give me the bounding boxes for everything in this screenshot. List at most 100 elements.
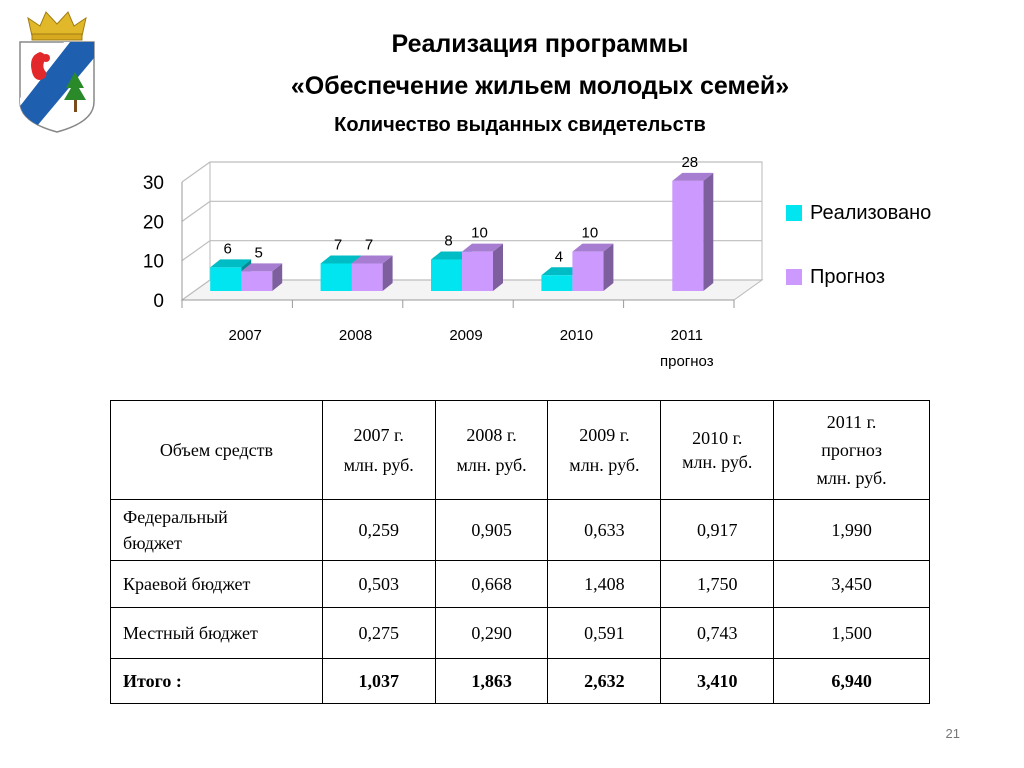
x-tick-label: 2011 bbox=[671, 327, 703, 344]
table-cell: 1,863 bbox=[434, 658, 549, 704]
table-row-total: Итого : 1,037 1,863 2,632 3,410 6,940 bbox=[110, 658, 930, 704]
bar-Прогноз bbox=[351, 263, 383, 291]
data-label: 28 bbox=[681, 154, 698, 171]
bar-side bbox=[603, 243, 614, 291]
header-year: 2009 г. bbox=[579, 425, 630, 445]
table-cell: 1,408 bbox=[547, 560, 662, 608]
data-label: 5 bbox=[255, 244, 263, 261]
header-year: 2008 г. bbox=[466, 425, 517, 445]
table-cell: 3,450 bbox=[773, 560, 930, 608]
bar-top bbox=[541, 267, 583, 276]
header-2007: 2007 г. млн. руб. bbox=[321, 400, 436, 500]
slide-title-line-2: «Обеспечение жильем молодых семей» bbox=[290, 72, 790, 100]
data-label: 6 bbox=[224, 240, 232, 257]
bar-top bbox=[672, 172, 714, 181]
table-cell: 0,905 bbox=[434, 499, 549, 561]
data-label: 7 bbox=[365, 236, 373, 253]
tree-icon bbox=[64, 72, 86, 112]
bar-Прогноз bbox=[672, 180, 704, 291]
table-cell: 0,290 bbox=[434, 607, 549, 659]
table-cell: 0,275 bbox=[321, 607, 436, 659]
bar-Прогноз bbox=[572, 251, 604, 291]
header-unit: млн. руб. bbox=[569, 455, 640, 475]
legend-label-forecast: Прогноз bbox=[810, 265, 886, 288]
bar-top bbox=[572, 243, 614, 252]
x-tick-label: 2010 bbox=[560, 327, 593, 344]
bar-top bbox=[320, 255, 362, 264]
row-label-text: Федеральный bbox=[123, 507, 228, 527]
header-year: 2007 г. bbox=[353, 425, 404, 445]
bar-top bbox=[431, 251, 472, 260]
bar-side bbox=[703, 172, 714, 291]
bar-chart: 0 10 20 30 6 5 2007 7 7 2008 8 10 2009 4 10 2010 28 2011 п… bbox=[143, 154, 764, 370]
table-cell: 0,668 bbox=[434, 560, 549, 608]
row-label: Федеральный бюджет bbox=[110, 499, 323, 561]
table-header-row: Объем средств 2007 г. млн. руб. 2008 г. мл… bbox=[110, 400, 930, 500]
table-cell: 1,500 bbox=[773, 607, 930, 659]
y-tick-label: 30 bbox=[143, 173, 164, 194]
legend-label-realized: Реализовано bbox=[810, 201, 932, 224]
bar-top bbox=[241, 263, 283, 272]
header-funds-volume: Объем средств bbox=[110, 400, 323, 500]
header-unit: млн. руб. bbox=[682, 452, 753, 472]
bar-top bbox=[462, 243, 503, 252]
gridline bbox=[181, 161, 762, 183]
bar-Реализовано bbox=[431, 259, 462, 291]
table-cell: 3,410 bbox=[660, 658, 775, 704]
header-unit: млн. руб. bbox=[343, 455, 414, 475]
header-2010: 2010 г. млн. руб. bbox=[660, 400, 775, 500]
header-year: 2010 г. bbox=[692, 428, 743, 448]
data-label: 10 bbox=[582, 225, 599, 242]
bar-Прогноз bbox=[241, 271, 273, 291]
legend-swatch-forecast bbox=[786, 269, 802, 285]
x-tick-sublabel: прогноз bbox=[660, 353, 714, 370]
table-row-regional: Краевой бюджет 0,503 0,668 1,408 1,750 3… bbox=[110, 560, 930, 608]
table-cell: 0,633 bbox=[547, 499, 662, 561]
squirrel-icon bbox=[31, 52, 50, 80]
y-tick-label: 10 bbox=[143, 252, 164, 273]
row-label-text: бюджет bbox=[123, 533, 182, 553]
y-tick-label: 0 bbox=[153, 291, 164, 312]
legend-swatch-realized bbox=[786, 205, 802, 221]
table-cell: 2,632 bbox=[547, 658, 662, 704]
table-cell: 0,743 bbox=[660, 607, 775, 659]
x-tick-label: 2007 bbox=[229, 327, 262, 344]
x-tick-label: 2009 bbox=[449, 327, 482, 344]
row-label: Итого : bbox=[110, 658, 323, 704]
header-2011: 2011 г. прогноз млн. руб. bbox=[773, 400, 930, 500]
x-tick-label: 2008 bbox=[339, 327, 372, 344]
legend-item-realized: Реализовано bbox=[786, 199, 931, 227]
funding-table: Объем средств 2007 г. млн. руб. 2008 г. мл… bbox=[110, 400, 930, 704]
header-text: Объем средств bbox=[159, 440, 273, 460]
coat-of-arms-emblem bbox=[19, 11, 95, 133]
header-forecast: прогноз bbox=[821, 440, 882, 460]
table-cell: 0,917 bbox=[660, 499, 775, 561]
row-label: Краевой бюджет bbox=[110, 560, 323, 608]
table-cell: 0,503 bbox=[321, 560, 436, 608]
legend-item-forecast: Прогноз bbox=[786, 263, 885, 291]
bar-Прогноз bbox=[462, 251, 493, 291]
bar-side bbox=[382, 255, 393, 291]
table-row-local: Местный бюджет 0,275 0,290 0,591 0,743 1… bbox=[110, 607, 930, 659]
gridline bbox=[181, 240, 762, 262]
header-2009: 2009 г. млн. руб. bbox=[547, 400, 662, 500]
header-year: 2011 г. bbox=[826, 412, 877, 432]
bar-side bbox=[272, 263, 283, 291]
gridline bbox=[181, 200, 762, 222]
bar-Реализовано bbox=[210, 267, 242, 291]
data-label: 4 bbox=[555, 248, 563, 265]
table-cell: 1,990 bbox=[773, 499, 930, 561]
table-cell: 1,750 bbox=[660, 560, 775, 608]
table-row-federal: Федеральный бюджет 0,259 0,905 0,633 0,91… bbox=[110, 499, 930, 561]
header-unit: млн. руб. bbox=[816, 468, 887, 488]
bar-side bbox=[493, 243, 503, 291]
crown-icon bbox=[27, 11, 87, 41]
row-label: Местный бюджет bbox=[110, 607, 323, 659]
y-tick-label: 20 bbox=[143, 212, 164, 233]
table-cell: 6,940 bbox=[773, 658, 930, 704]
chart-title: Количество выданных свидетельств bbox=[334, 114, 706, 136]
table-cell: 1,037 bbox=[321, 658, 436, 704]
header-2008: 2008 г. млн. руб. bbox=[434, 400, 549, 500]
data-label: 7 bbox=[334, 236, 342, 253]
bar-Реализовано bbox=[541, 275, 573, 291]
